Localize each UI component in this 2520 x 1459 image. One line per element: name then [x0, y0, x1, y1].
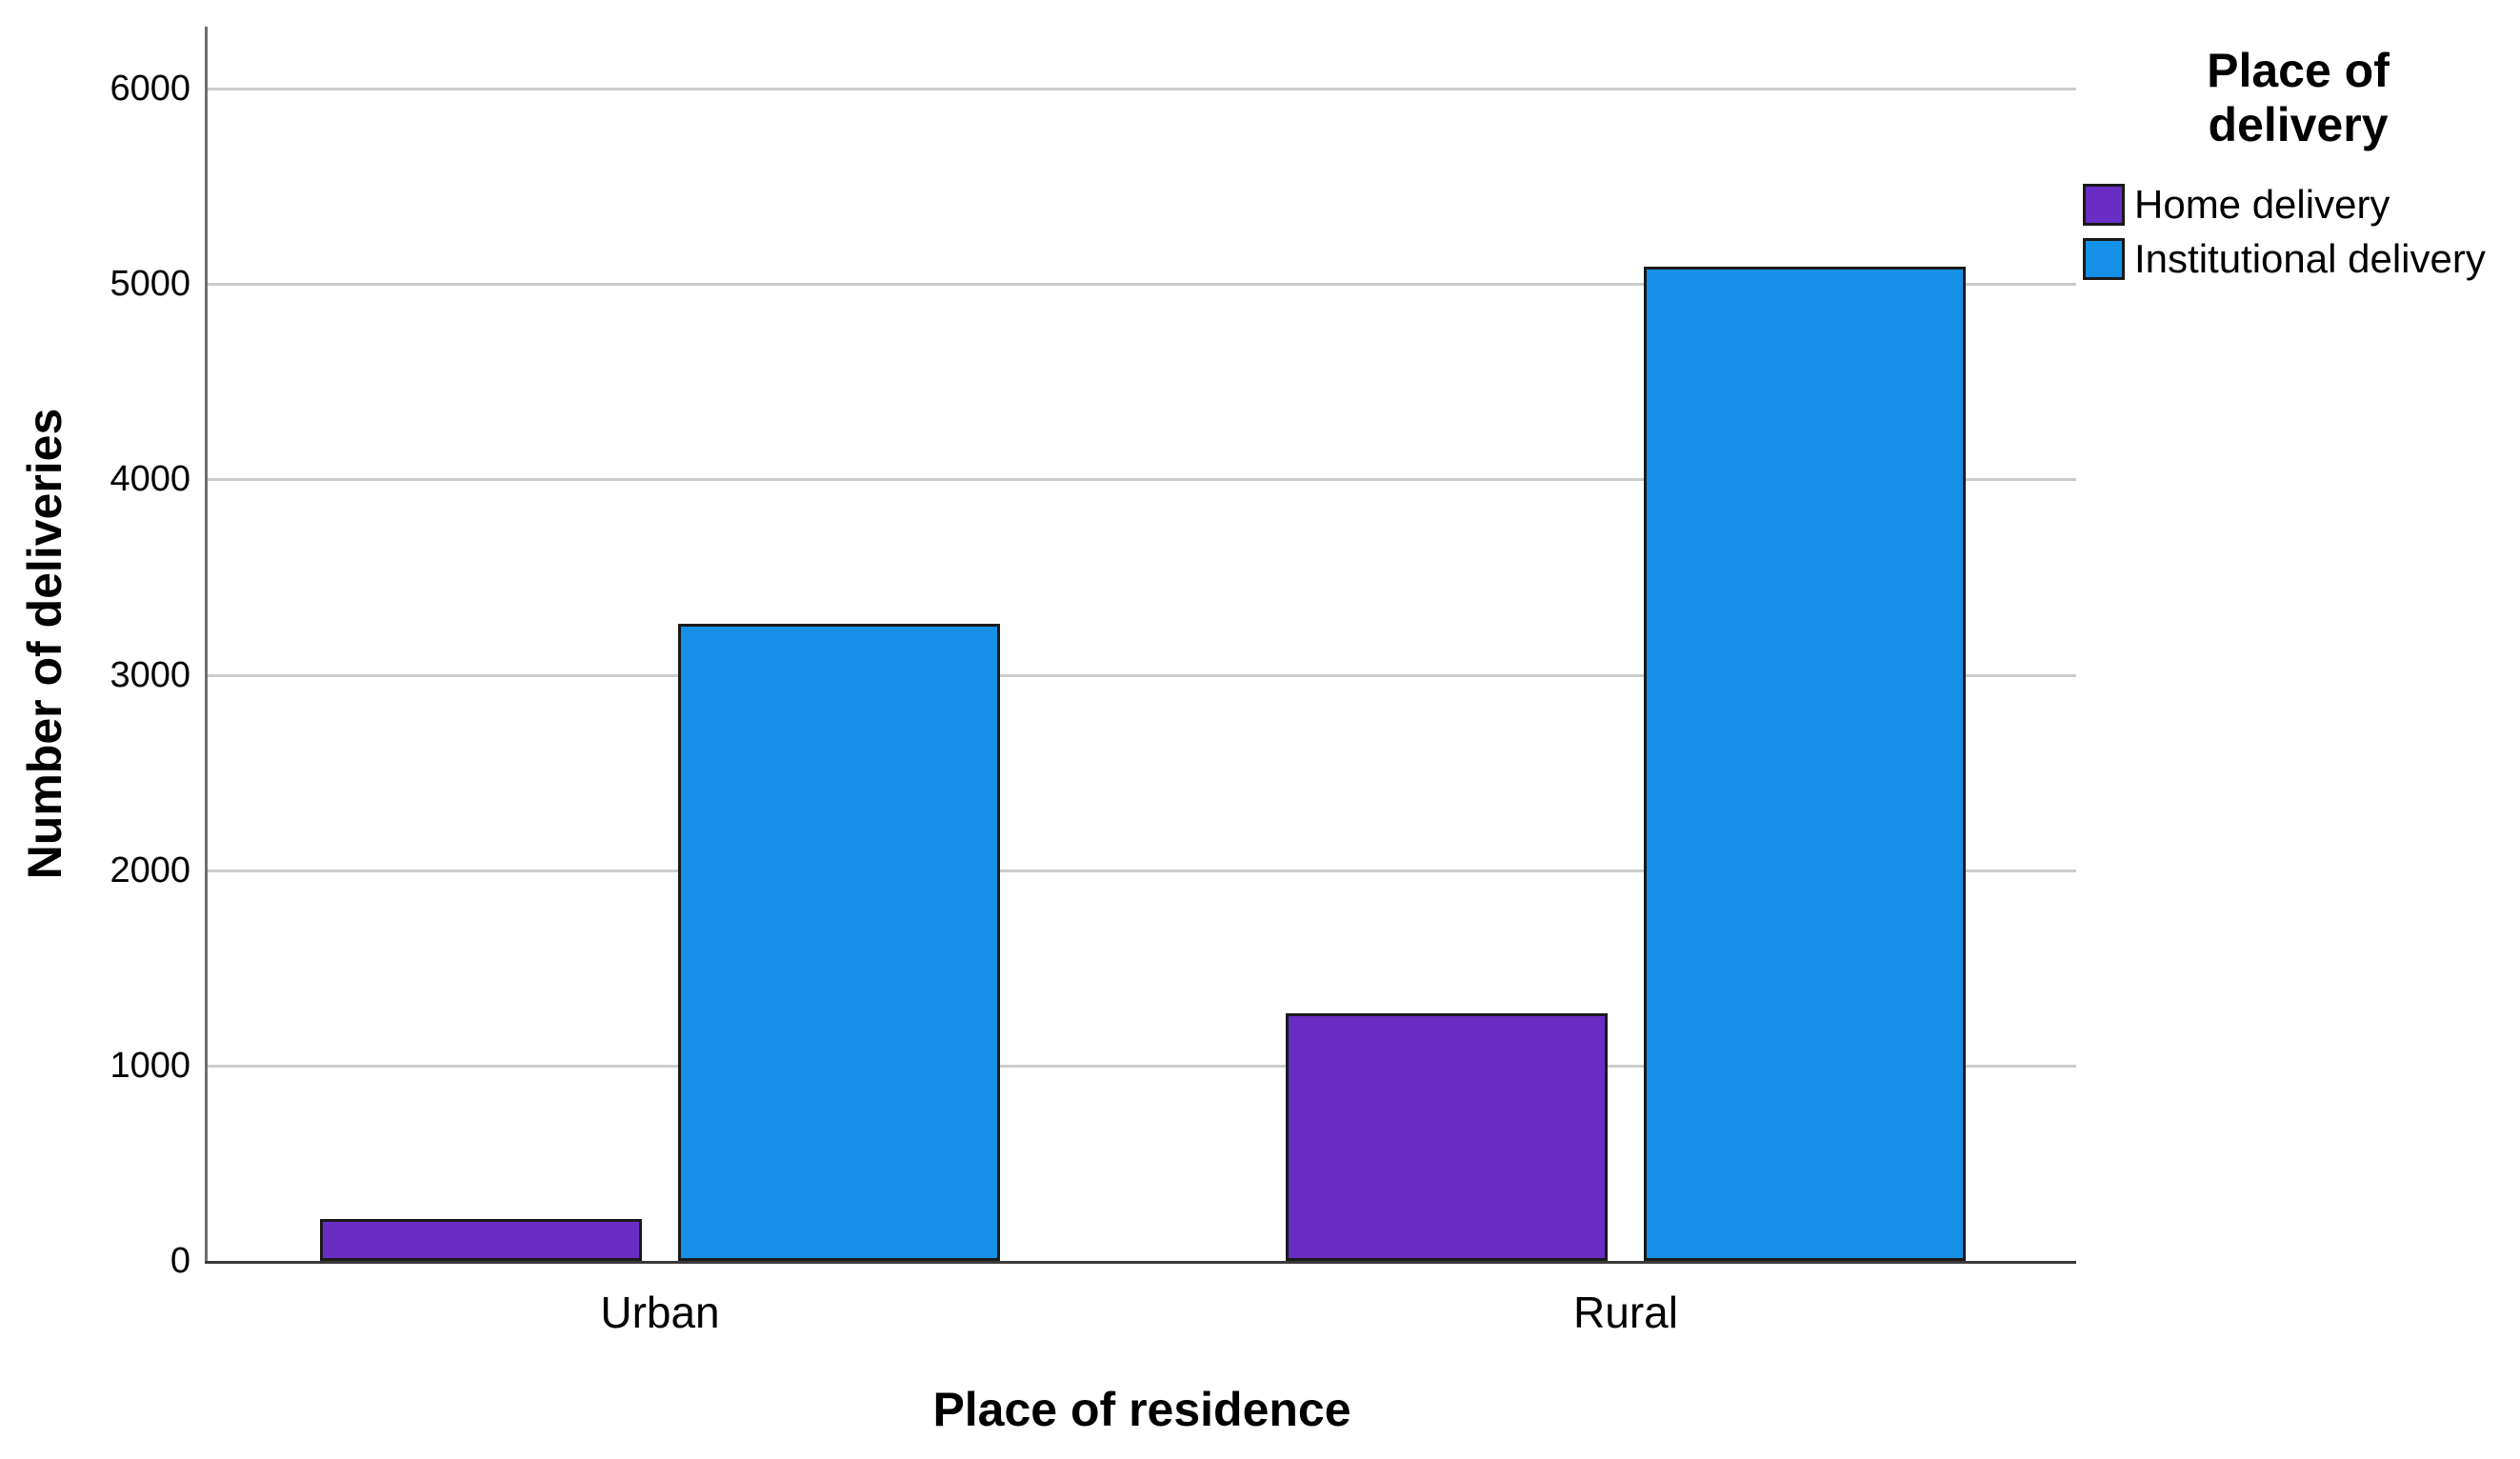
legend-label-home-delivery: Home delivery — [2134, 182, 2390, 227]
y-tick-label-0: 0 — [170, 1241, 190, 1281]
y-axis-line — [205, 27, 208, 1264]
gridline-1000 — [208, 1064, 2076, 1068]
gridline-3000 — [208, 673, 2076, 677]
bar-home-delivery-urban — [320, 1218, 642, 1261]
gridline-5000 — [208, 283, 2076, 287]
legend-swatch-institutional-delivery — [2083, 238, 2125, 280]
y-tick-label-4000: 4000 — [110, 459, 190, 500]
x-tick-label-urban: Urban — [600, 1288, 720, 1337]
y-tick-label-5000: 5000 — [110, 264, 190, 305]
y-tick-label-6000: 6000 — [110, 69, 190, 109]
x-tick-label-rural: Rural — [1573, 1288, 1678, 1337]
y-tick-label-1000: 1000 — [110, 1045, 190, 1086]
y-tick-label-2000: 2000 — [110, 849, 190, 890]
gridline-2000 — [208, 869, 2076, 872]
gridline-6000 — [208, 88, 2076, 90]
x-axis-line — [205, 1261, 2076, 1264]
bar-institutional-delivery-rural — [1644, 266, 1966, 1261]
legend-item-institutional-delivery: Institutional delivery — [2083, 238, 2486, 280]
bar-institutional-delivery-urban — [678, 624, 1000, 1261]
legend-label-institutional-delivery: Institutional delivery — [2134, 236, 2486, 281]
bar-home-delivery-rural — [1286, 1013, 1608, 1261]
legend-title: Place of delivery — [2207, 44, 2390, 151]
y-tick-label-3000: 3000 — [110, 654, 190, 695]
legend-swatch-home-delivery — [2083, 184, 2125, 226]
x-axis-title: Place of residence — [932, 1383, 1351, 1436]
legend-item-home-delivery: Home delivery — [2083, 184, 2390, 226]
gridline-4000 — [208, 478, 2076, 482]
